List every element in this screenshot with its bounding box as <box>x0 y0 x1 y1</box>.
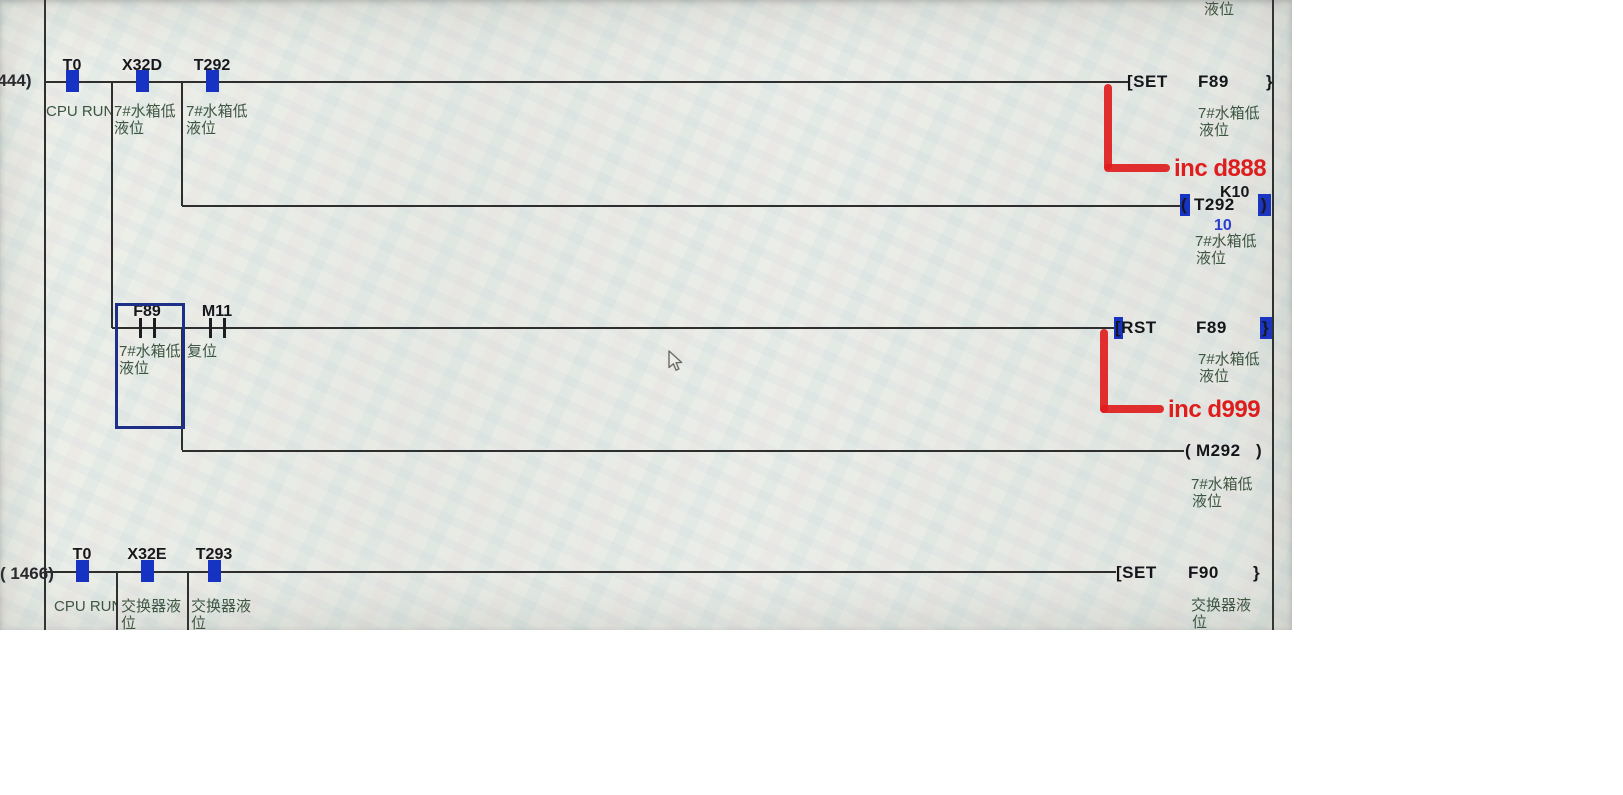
rung1-branch-vertical-b <box>181 82 183 206</box>
energized-coil-mark <box>1258 194 1271 216</box>
device-comment: 位 <box>191 615 207 630</box>
device-comment: 7#水箱低 <box>1198 105 1260 122</box>
device-comment: 交换器液 <box>121 598 182 615</box>
ladder-monitor-photo: 液位 1444) T0 CPU RUN X32D 7#水箱低 液位 T292 7… <box>0 0 1292 630</box>
instruction-device: F89 <box>1196 318 1227 337</box>
mnemonic: SET <box>1122 563 1157 582</box>
contact-bar <box>139 318 142 338</box>
device-comment: 液位 <box>1199 122 1230 139</box>
device-comment: 复位 <box>187 343 218 360</box>
annotation-text: inc d888 <box>1174 155 1267 182</box>
contact-label: X32D <box>121 57 163 74</box>
device-comment: CPU RUN <box>46 103 111 120</box>
device-comment: 7#水箱低 <box>1198 351 1260 368</box>
rung1-line <box>44 81 1128 83</box>
selection-cursor <box>115 303 185 429</box>
energized-contact-block <box>136 70 149 92</box>
rung3-branch-vertical-b <box>187 572 189 630</box>
open-bracket: [ <box>1115 318 1122 337</box>
annotation-line-horizontal <box>1100 405 1164 413</box>
rung3-line <box>44 571 1116 573</box>
mnemonic: SET <box>1133 72 1168 91</box>
mnemonic: RST <box>1121 318 1157 337</box>
annotation-line-vertical <box>1104 84 1112 170</box>
close-bracket: } <box>1253 563 1261 582</box>
open-paren: ( <box>1181 195 1188 214</box>
step-number-1466: ( 1466) <box>0 564 54 583</box>
close-paren: ) <box>1256 441 1263 460</box>
energized-instruction-mark <box>1114 317 1123 339</box>
energized-instruction-mark <box>1260 317 1272 339</box>
contact-label: T292 <box>193 57 231 74</box>
right-power-rail <box>1272 0 1274 630</box>
contact-label: F89 <box>133 303 161 320</box>
contact-label: T0 <box>62 57 82 74</box>
contact-label: X32E <box>127 546 167 563</box>
prev-rung-comment-tail: 液位 <box>1204 1 1235 18</box>
device-comment: 液位 <box>186 120 217 137</box>
energized-contact-block <box>66 70 79 92</box>
device-comment: 位 <box>1192 614 1208 630</box>
annotation-text: inc d999 <box>1168 396 1261 423</box>
device-comment: 7#水箱低 <box>1191 476 1253 493</box>
device-comment: 7#水箱低 <box>186 103 248 120</box>
open-paren: ( <box>1185 441 1192 460</box>
device-comment: 7#水箱低 <box>1195 233 1257 250</box>
annotation-line-horizontal <box>1104 164 1170 172</box>
close-paren: ) <box>1261 195 1268 214</box>
close-bracket: } <box>1266 72 1274 91</box>
device-comment: 液位 <box>119 360 150 377</box>
close-bracket: } <box>1262 318 1270 337</box>
open-bracket: [ <box>1116 563 1123 582</box>
contact-label: T293 <box>195 546 233 563</box>
m292-branch-line <box>182 450 1184 452</box>
device-comment: 液位 <box>1196 250 1227 267</box>
annotation-line-vertical <box>1100 329 1108 413</box>
device-comment: 7#水箱低 <box>119 343 181 360</box>
timer-preset: K10 <box>1220 184 1250 201</box>
energized-contact-block <box>206 70 219 92</box>
energized-contact-block <box>76 560 89 582</box>
contact-label: T0 <box>72 546 92 563</box>
timer-branch-line <box>182 205 1182 207</box>
step-number-1444: 1444) <box>0 71 32 90</box>
instruction-device: F89 <box>1198 72 1229 91</box>
open-bracket: [ <box>1127 72 1134 91</box>
rung2-line <box>112 327 1122 329</box>
timer-current-value: 10 <box>1214 217 1232 234</box>
left-power-rail <box>44 0 46 630</box>
device-comment: 位 <box>121 615 137 630</box>
instruction-device: F90 <box>1188 563 1219 582</box>
device-comment: 液位 <box>1199 368 1230 385</box>
mouse-cursor <box>668 350 685 378</box>
device-comment: CPU RUN <box>54 598 116 615</box>
device-comment: 液位 <box>1192 493 1223 510</box>
contact-label: M11 <box>201 303 233 320</box>
contact-bar <box>223 318 226 338</box>
energized-contact-block <box>141 560 154 582</box>
coil-device: T292 <box>1194 195 1235 214</box>
device-comment: 液位 <box>114 120 145 137</box>
energized-contact-block <box>208 560 221 582</box>
contact-bar <box>209 318 212 338</box>
contact-bar <box>153 318 156 338</box>
rung3-branch-vertical-a <box>116 572 118 630</box>
device-comment: 7#水箱低 <box>114 103 176 120</box>
energized-coil-mark <box>1180 194 1190 216</box>
device-comment: 交换器液 <box>191 598 252 615</box>
rung1-branch-vertical-a <box>111 82 113 328</box>
device-comment: 交换器液 <box>1191 597 1252 614</box>
coil-device: M292 <box>1196 441 1241 460</box>
